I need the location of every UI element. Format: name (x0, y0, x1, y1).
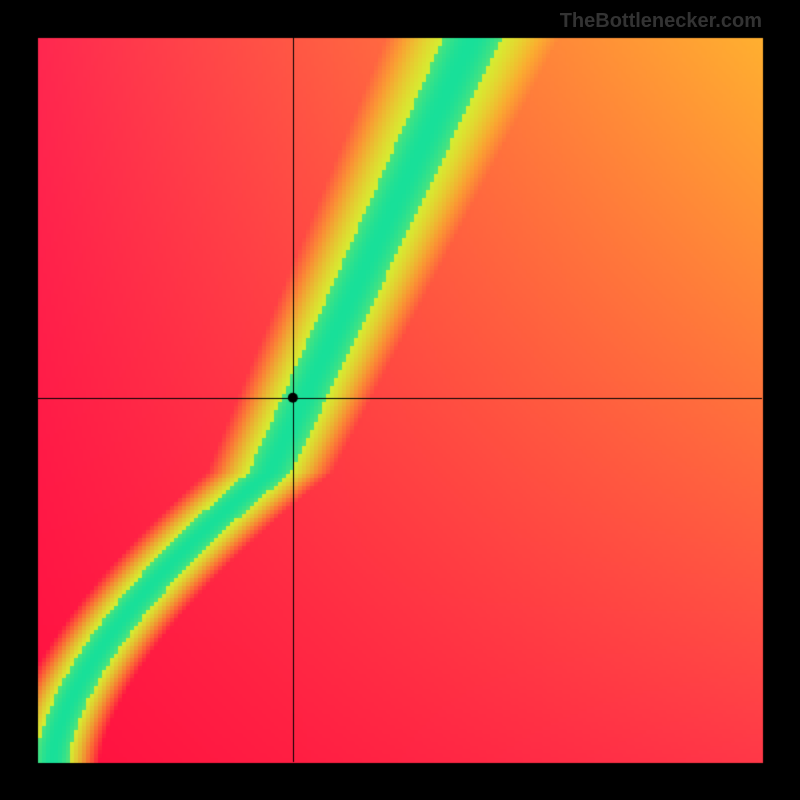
chart-container: TheBottlenecker.com (0, 0, 800, 800)
watermark-text: TheBottlenecker.com (560, 10, 762, 33)
heatmap-canvas (0, 0, 800, 800)
